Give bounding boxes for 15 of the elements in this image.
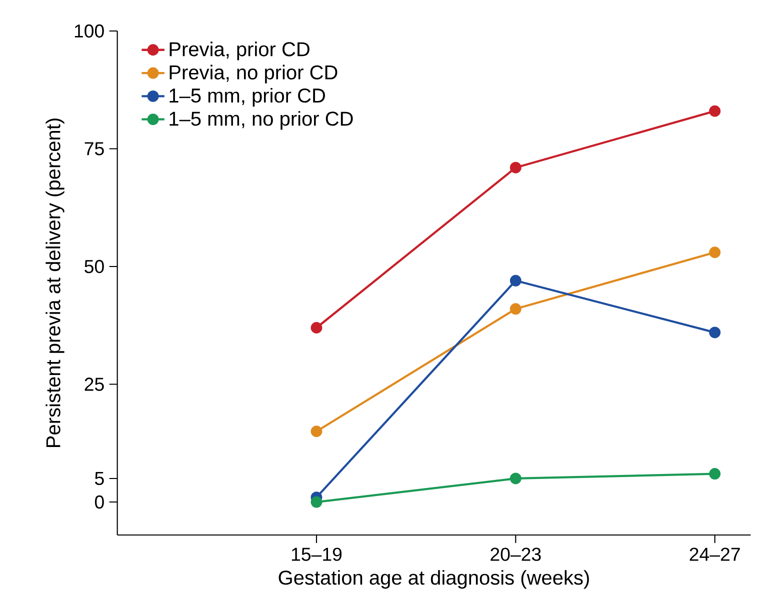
- legend-label: Previa, prior CD: [170, 42, 310, 60]
- x-tick-label: 15–19: [292, 548, 342, 561]
- x-tick-label: 20–23: [490, 548, 541, 561]
- y-tick-label: 100: [74, 24, 104, 38]
- legend-label: 1–5 mm, prior CD: [170, 88, 325, 107]
- legend-label: Previa, no prior CD: [170, 64, 338, 84]
- y-tick-label: 25: [84, 378, 104, 391]
- x-axis-title: Gestation age at diagnosis (weeks): [278, 570, 589, 589]
- legend-label: 1–5 mm, no prior CD: [170, 111, 353, 130]
- y-tick-label: 50: [84, 260, 104, 274]
- y-tick-label: 5: [94, 472, 104, 485]
- y-axis-title: Persistent previa at delivery (percent): [46, 118, 64, 447]
- x-tick-label: 24–27: [690, 548, 740, 561]
- y-tick-label: 0: [94, 495, 104, 509]
- y-tick-label: 75: [84, 142, 104, 156]
